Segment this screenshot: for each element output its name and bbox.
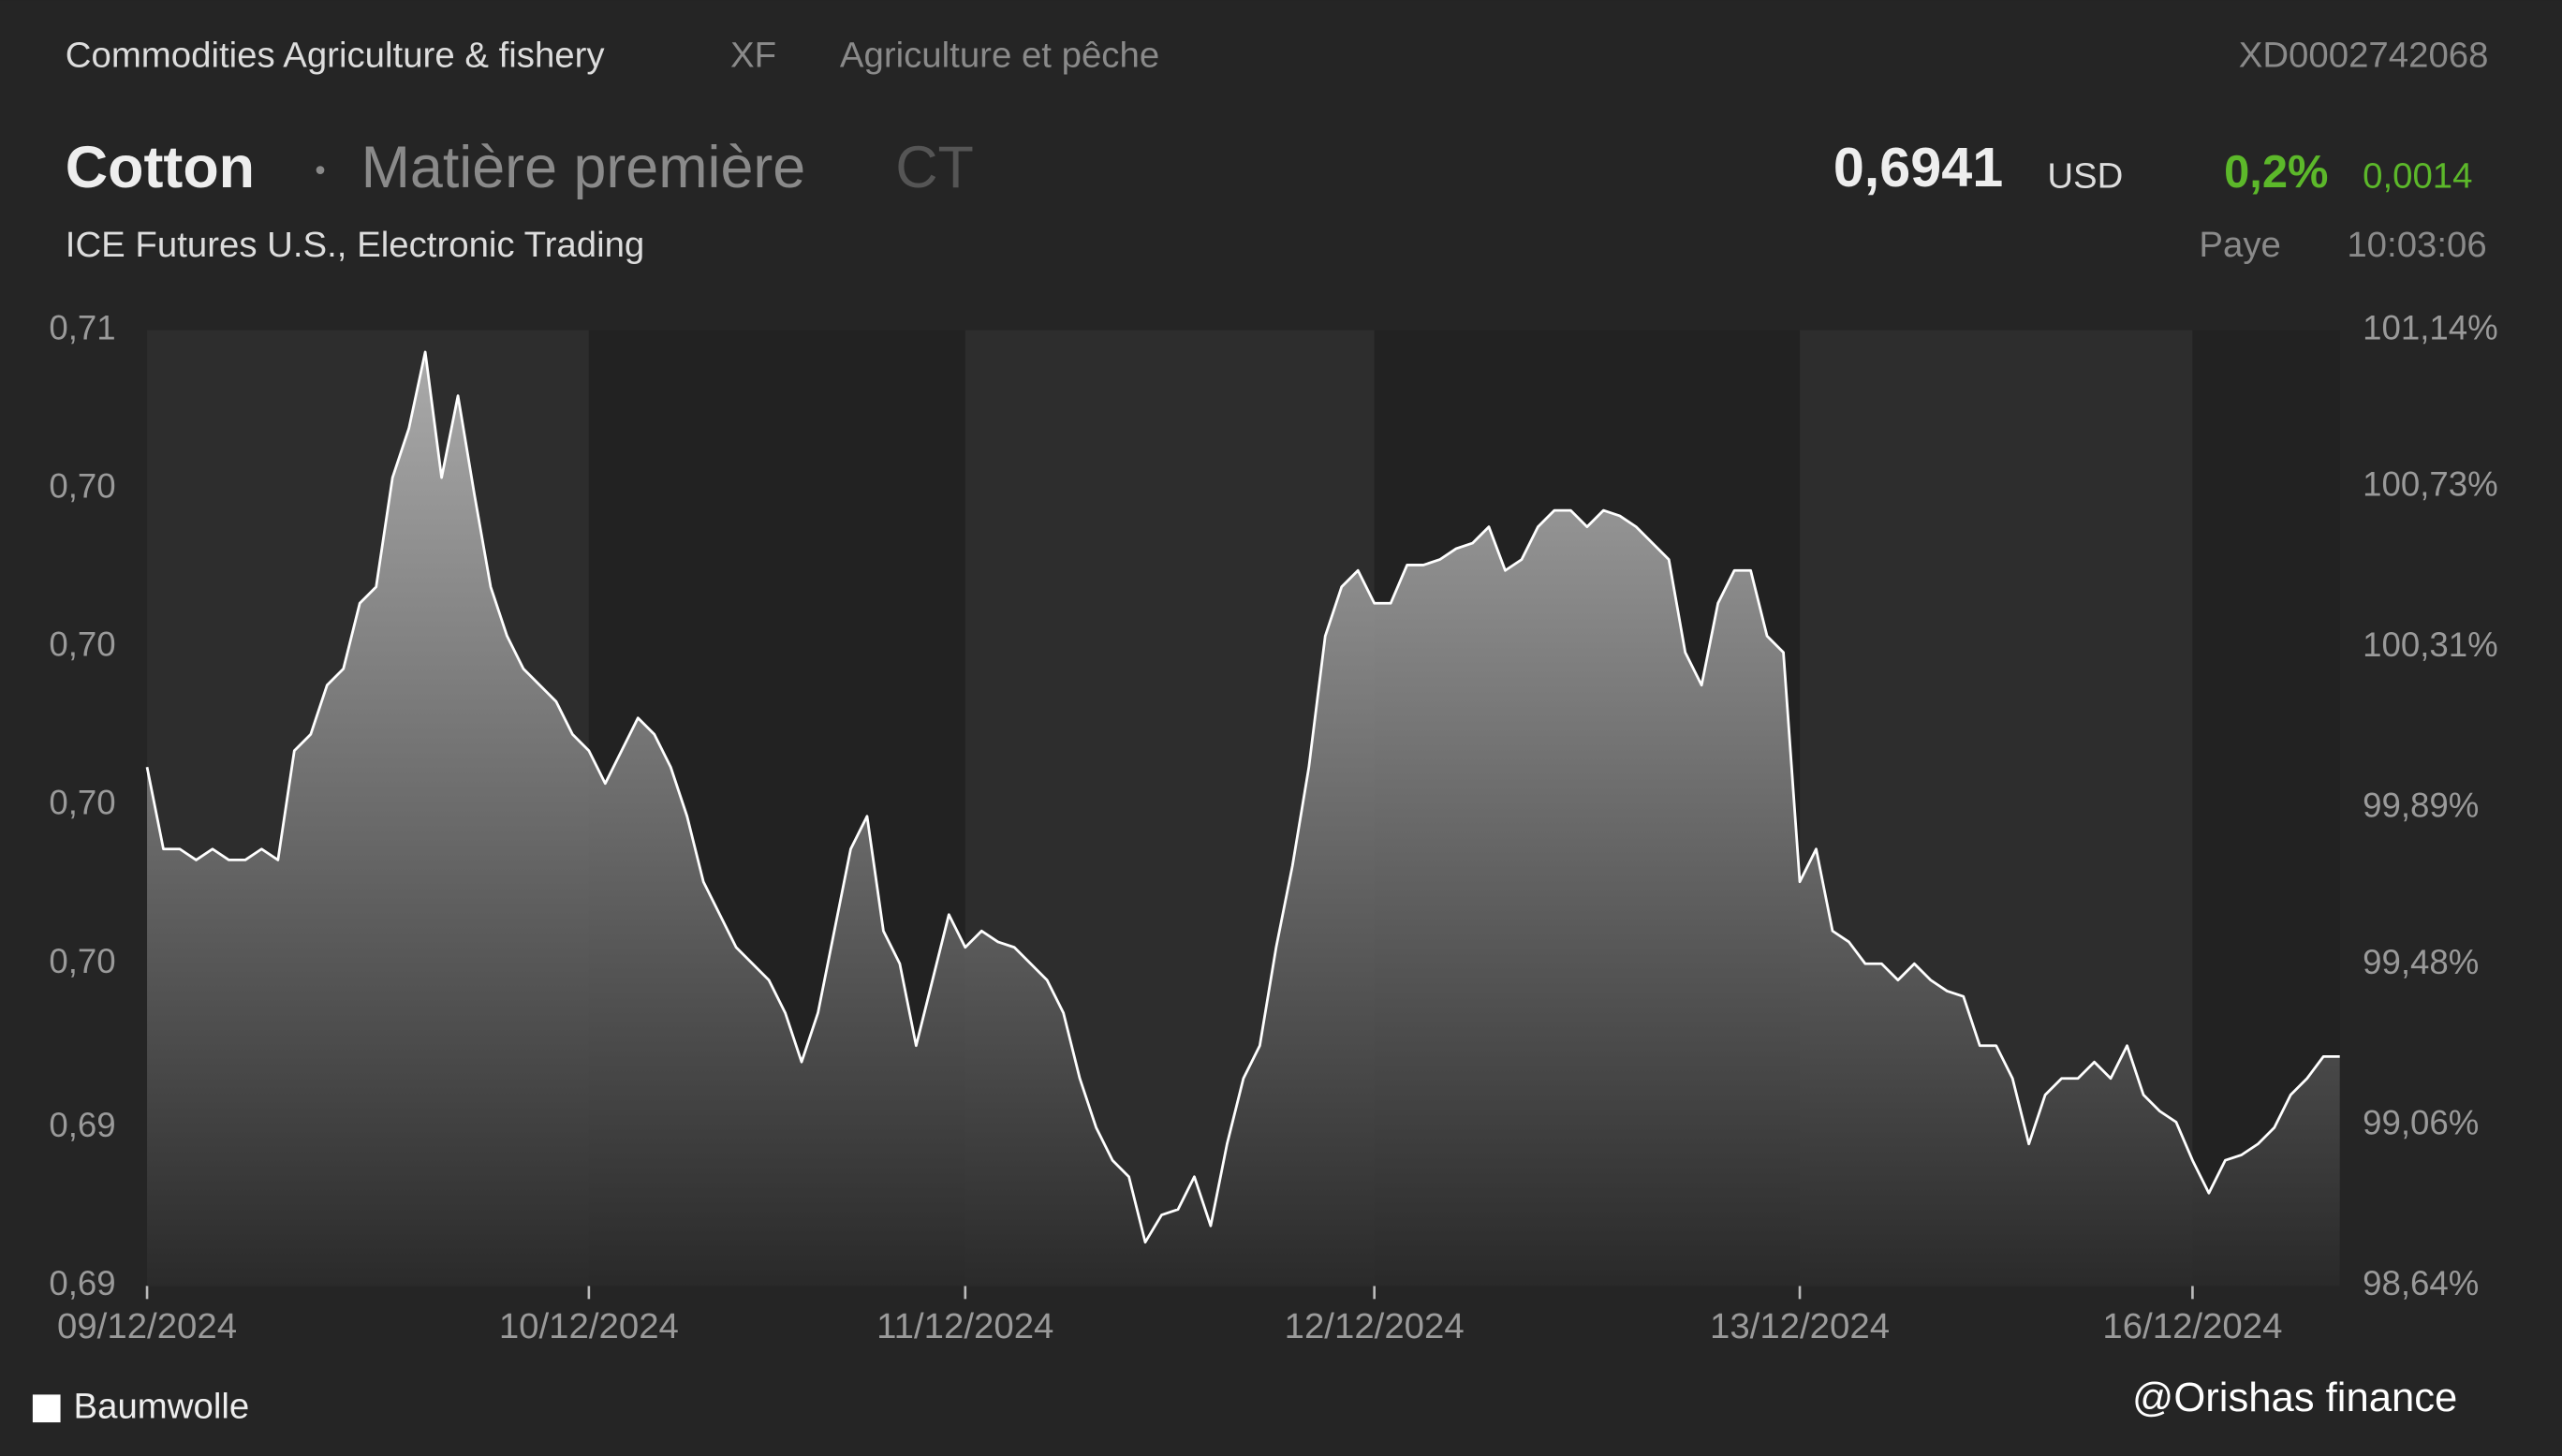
exchange-code: XF: [730, 35, 776, 75]
y2-tick-label: 100,31%: [2363, 625, 2498, 664]
category: Commodities Agriculture & fishery: [66, 35, 606, 75]
change-pct: 0,2%: [2224, 147, 2328, 198]
plot: 0,69 0,69 0,70 0,70 0,70 0,70 0,71 98,64% 99,06%…: [32, 308, 2498, 1426]
y2-tick-label: 99,48%: [2363, 943, 2479, 981]
y2-tick-label: 99,89%: [2363, 787, 2479, 825]
asset-class: Matière première: [361, 135, 806, 200]
legend-label: Baumwolle: [74, 1386, 250, 1426]
change-abs: 0,0014: [2363, 155, 2472, 196]
time: 10:03:06: [2347, 225, 2486, 265]
exchange: ICE Futures U.S., Electronic Trading: [66, 225, 645, 265]
currency: USD: [2047, 155, 2123, 196]
y-tick-label: 0,70: [49, 466, 115, 505]
x-tick-label: 09/12/2024: [57, 1306, 237, 1346]
y-tick-label: 0,70: [49, 942, 115, 980]
price-line: [145, 350, 2340, 1244]
x-tick-label: 13/12/2024: [1710, 1306, 1890, 1346]
y2-tick-label: 98,64%: [2363, 1264, 2479, 1302]
price: 0,6941: [1833, 136, 2003, 199]
y-tick-label: 0,71: [49, 308, 115, 346]
status: Paye: [2199, 225, 2280, 265]
isin: XD0002742068: [2239, 35, 2489, 75]
instrument-name: Cotton: [66, 135, 255, 200]
y2-tick-label: 101,14%: [2363, 308, 2498, 346]
y-tick-label: 0,70: [49, 625, 115, 664]
x-tick-label: 10/12/2024: [499, 1306, 679, 1346]
x-tick-label: 11/12/2024: [876, 1306, 1053, 1346]
y2-tick-label: 99,06%: [2363, 1104, 2479, 1142]
y-tick-label: 0,69: [49, 1106, 115, 1144]
legend-swatch: [32, 1394, 61, 1423]
category-fr: Agriculture et pêche: [840, 35, 1159, 75]
x-tick-label: 12/12/2024: [1285, 1306, 1465, 1346]
y-tick-label: 0,70: [49, 784, 115, 822]
watermark: @Orishas finance: [2132, 1375, 2457, 1420]
separator-dot: [316, 166, 325, 174]
x-tick-label: 16/12/2024: [2102, 1306, 2282, 1346]
y-tick-label: 0,69: [49, 1264, 115, 1302]
y2-tick-label: 100,73%: [2363, 465, 2498, 504]
symbol: CT: [895, 135, 974, 200]
area-fill: [147, 351, 2340, 1287]
